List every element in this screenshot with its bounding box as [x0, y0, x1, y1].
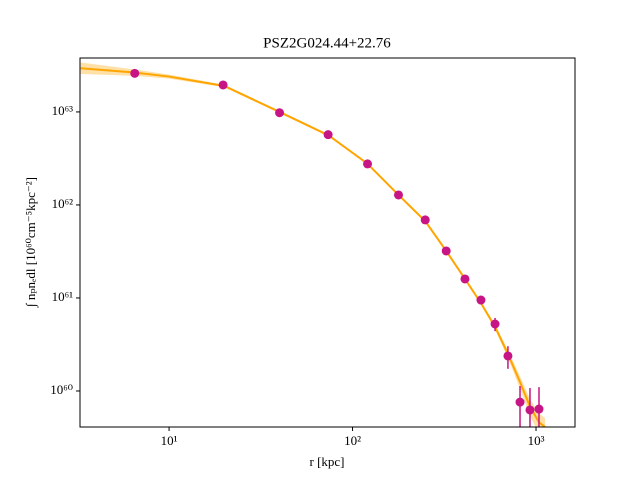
data-point	[441, 246, 451, 256]
data-point	[275, 108, 285, 118]
data-point	[130, 68, 140, 78]
x-tick-label: 10³	[528, 433, 545, 448]
data-point	[534, 404, 544, 414]
plot-area	[80, 62, 546, 427]
data-point	[218, 80, 228, 90]
y-tick-label: 10⁶³	[52, 103, 74, 118]
data-point	[515, 397, 525, 407]
axes-frame	[79, 57, 576, 428]
x-tick-label: 10²	[344, 433, 361, 448]
data-point	[476, 295, 486, 305]
y-tick-label: 10⁶⁰	[50, 382, 73, 397]
fit-line	[80, 67, 546, 427]
y-axis-label: ∫ nₚnₑdl [10⁶⁰cm⁻⁵kpc⁻²]	[23, 177, 39, 308]
x-tick-label: 10¹	[161, 433, 178, 448]
data-point	[323, 130, 333, 140]
data-point	[503, 351, 513, 361]
chart-title: PSZ2G024.44+22.76	[263, 35, 391, 51]
y-tick-label: 10⁶²	[52, 196, 74, 211]
data-point	[420, 215, 430, 225]
data-point	[490, 319, 500, 329]
data-point	[393, 190, 403, 200]
confidence-band	[80, 62, 546, 427]
data-point	[363, 159, 373, 169]
data-point	[525, 405, 535, 415]
y-tick-label: 10⁶¹	[52, 289, 74, 304]
data-point	[460, 274, 470, 284]
x-axis-label: r [kpc]	[309, 454, 344, 469]
